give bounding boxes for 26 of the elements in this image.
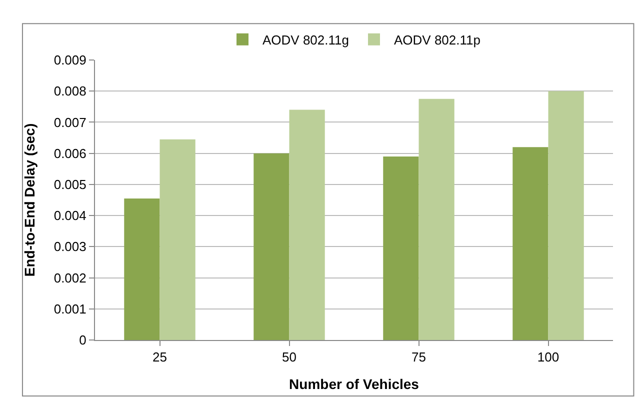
x-axis-title: Number of Vehicles [289,376,420,392]
y-tick-label: 0.003 [54,239,86,254]
bar [383,156,419,340]
x-tick-label: 25 [152,350,167,365]
y-tick-label: 0.004 [54,208,86,224]
bar [254,153,290,340]
bar [418,98,454,340]
x-tick-label: 100 [537,350,560,365]
y-tick-label: 0.005 [54,176,86,192]
bar [289,110,325,340]
y-axis-title: End-to-End Delay (sec) [21,123,38,277]
x-tick-label: 75 [412,350,426,365]
legend-label: AODV 802.11p [394,32,480,48]
bar [124,198,160,340]
bar [548,91,584,340]
y-tick-label: 0.001 [54,301,86,316]
y-tick-label: 0.006 [54,146,86,161]
y-tick-label: 0.009 [54,52,86,68]
x-tick-label: 50 [282,350,296,365]
legend-label: AODV 802.11g [262,32,349,48]
bar [160,139,196,340]
bar [512,147,548,340]
y-tick-label: 0.007 [54,114,86,130]
y-tick-label: 0 [79,332,86,348]
y-tick-label: 0.008 [54,84,86,99]
y-tick-label: 0.002 [54,270,86,286]
